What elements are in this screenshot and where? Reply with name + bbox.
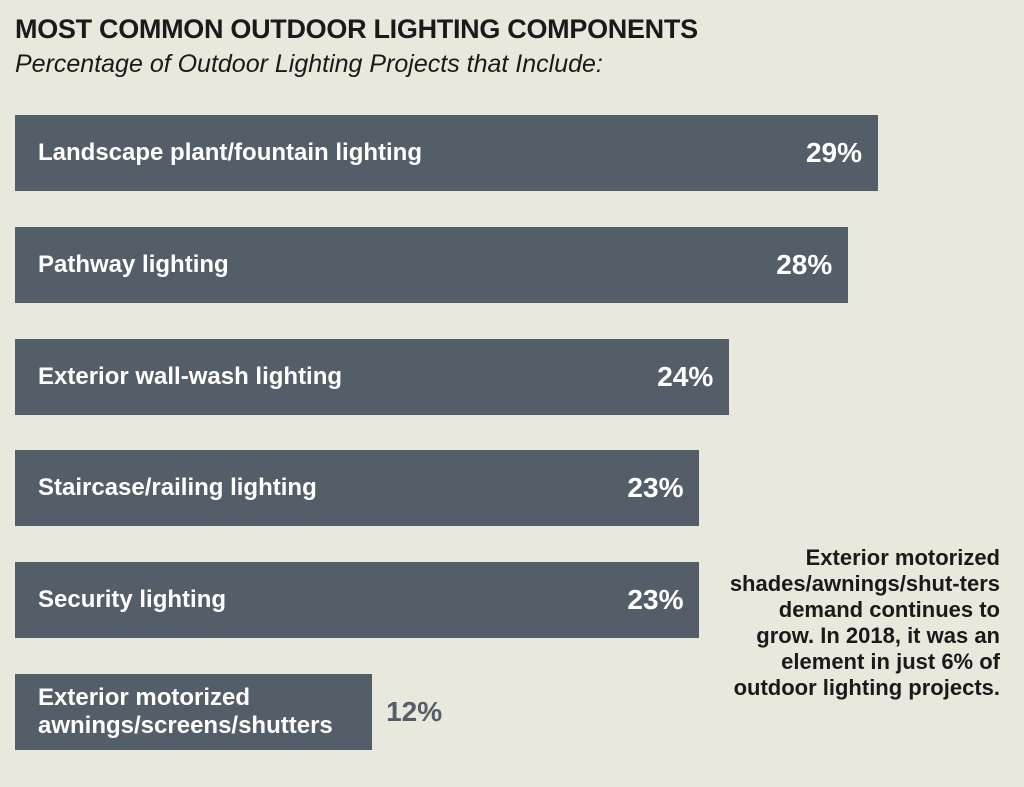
bar-value-label: 28%: [776, 248, 833, 280]
bar-value-label: 12%: [386, 696, 443, 727]
bar: [15, 450, 700, 527]
bar: [15, 338, 730, 415]
side-note: Exterior motorized shades/awnings/shut-t…: [729, 545, 1000, 700]
bar-label: Pathway lighting: [38, 250, 229, 278]
bar-label: Exterior motorized awnings/screens/shutt…: [38, 684, 333, 739]
bar-value-label: 29%: [805, 137, 863, 168]
bar-value-label: 23%: [627, 472, 684, 504]
bar: [15, 674, 373, 750]
bar-label: Security lighting: [38, 586, 227, 614]
bar-value-label: 24%: [657, 360, 714, 392]
bar: [15, 115, 879, 191]
bar-label: Staircase/railing lighting: [38, 474, 317, 502]
bar: [15, 226, 849, 303]
bar-label: Landscape plant/fountain lighting: [38, 139, 422, 166]
chart-subtitle: Percentage of Outdoor Lighting Projects …: [15, 50, 603, 78]
bar: [15, 562, 700, 639]
bar-label: Exterior wall-wash lighting: [38, 362, 343, 390]
chart-title: MOST COMMON OUTDOOR LIGHTING COMPONENTS: [15, 14, 698, 44]
bar-value-label: 23%: [627, 584, 684, 616]
